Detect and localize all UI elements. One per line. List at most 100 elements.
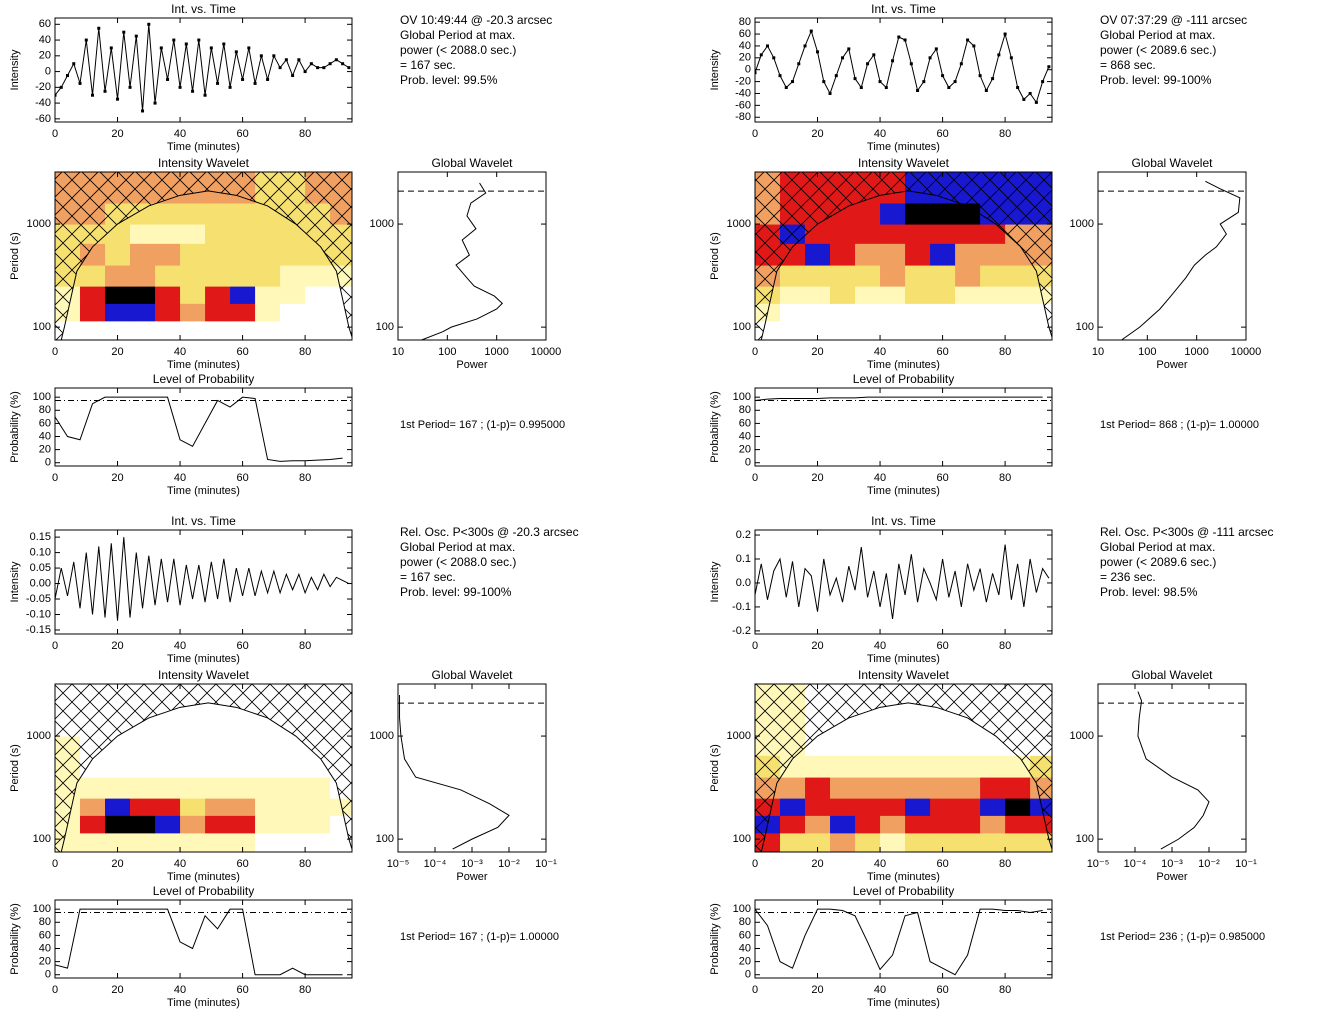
heat-cell xyxy=(205,224,231,244)
heat-cell xyxy=(130,755,156,778)
heat-cell xyxy=(230,265,256,287)
heat-cell xyxy=(130,243,156,266)
coi-line xyxy=(760,702,1052,852)
y-tick-label: -60 xyxy=(735,99,751,111)
heat-cell xyxy=(980,265,1006,287)
heat-cell xyxy=(180,203,206,225)
data-point xyxy=(128,85,132,89)
plot-frame xyxy=(54,387,353,467)
x-tick-label: 40 xyxy=(174,640,186,652)
data-point xyxy=(978,74,982,78)
x-axis-label: Time (minutes) xyxy=(167,997,240,1009)
heat-cell xyxy=(955,815,981,834)
y-tick-label: -0.15 xyxy=(26,624,51,636)
y-tick-label: 0 xyxy=(45,457,51,469)
y-tick-label: 40 xyxy=(739,942,751,954)
heat-cell xyxy=(930,203,956,225)
y-tick-label: 0 xyxy=(45,969,51,981)
x-tick-label: 60 xyxy=(236,128,248,140)
data-point xyxy=(853,77,857,81)
heat-cell xyxy=(305,777,331,799)
heat-cell xyxy=(255,303,281,322)
heat-cell xyxy=(280,224,306,244)
data-point xyxy=(966,38,970,42)
heat-cell xyxy=(830,243,856,266)
y-tick-label: 0 xyxy=(745,969,751,981)
heat-cell xyxy=(230,815,256,834)
x-tick-label: 80 xyxy=(999,640,1011,652)
heat-cell xyxy=(280,815,306,834)
plot-area xyxy=(755,172,1052,340)
data-point xyxy=(1047,65,1051,69)
heat-cell xyxy=(955,224,981,244)
heat-cell xyxy=(105,815,131,834)
x-axis-label: Time (minutes) xyxy=(867,485,940,497)
data-point xyxy=(341,62,345,66)
y-tick-label: 0 xyxy=(745,64,751,76)
y-tick-label: 1000 xyxy=(1070,218,1094,230)
plot-area xyxy=(55,684,352,852)
heat-cell xyxy=(780,303,806,322)
probability-note: 1st Period= 167 ; (1-p)= 0.995000 xyxy=(400,419,565,431)
x-axis-label: Time (minutes) xyxy=(167,653,240,665)
coi-hatch xyxy=(55,172,352,340)
x-tick-label: 0 xyxy=(752,984,758,996)
x-tick-label: 20 xyxy=(111,346,123,358)
data-point xyxy=(847,47,851,51)
heat-cell xyxy=(880,832,906,852)
heat-cell xyxy=(855,286,881,304)
plot-area xyxy=(755,29,1051,104)
data-point xyxy=(216,81,220,85)
plot-area xyxy=(755,396,1052,401)
x-tick-label: 80 xyxy=(299,984,311,996)
data-point xyxy=(1022,97,1026,101)
x-tick-label: 0 xyxy=(52,472,58,484)
x-axis-label: Time (minutes) xyxy=(867,359,940,371)
plot-area xyxy=(398,182,546,340)
x-tick-label: 20 xyxy=(811,858,823,870)
annotation: OV 07:37:29 @ -111 arcsec xyxy=(1100,13,1247,27)
y-axis-label: Period (s) xyxy=(9,744,21,792)
heat-cell xyxy=(230,243,256,266)
heat-cell xyxy=(230,303,256,322)
y-tick-label: 0.10 xyxy=(30,547,51,559)
heat-cell xyxy=(855,203,881,225)
y-tick-label: 0.2 xyxy=(736,529,751,541)
x-tick-label: 60 xyxy=(936,128,948,140)
annotation: power (< 2088.0 sec.) xyxy=(400,555,516,569)
x-tick-label: 60 xyxy=(936,858,948,870)
heat-cell xyxy=(830,224,856,244)
y-tick-label: 100 xyxy=(1076,833,1094,845)
data-point xyxy=(984,89,988,93)
data-point xyxy=(941,74,945,78)
y-tick-label: 60 xyxy=(739,28,751,40)
x-axis-label: Time (minutes) xyxy=(167,485,240,497)
heat-cell xyxy=(105,243,131,266)
annotation: power (< 2089.6 sec.) xyxy=(1100,555,1216,569)
x-tick-label: 10⁻⁵ xyxy=(1087,858,1110,870)
heat-cell xyxy=(305,303,331,322)
heat-cell xyxy=(930,736,956,756)
annotation: Rel. Osc. P<300s @ -111 arcsec xyxy=(1100,525,1273,539)
y-axis-label: Probability (%) xyxy=(709,391,721,463)
heat-cell xyxy=(305,798,331,816)
x-tick-label: 10⁻⁴ xyxy=(1124,858,1147,870)
heat-cell xyxy=(180,715,206,737)
y-axis-label: Intensity xyxy=(9,561,21,602)
data-point xyxy=(791,80,795,84)
chart-title: Global Wavelet xyxy=(1132,156,1214,170)
annotation: = 236 sec. xyxy=(1100,570,1156,584)
probability-note: 1st Period= 868 ; (1-p)= 1.00000 xyxy=(1100,419,1259,431)
global-power-line xyxy=(399,695,510,850)
data-point xyxy=(347,66,351,70)
y-tick-label: 20 xyxy=(39,50,51,62)
data-point xyxy=(309,62,313,66)
heat-cell xyxy=(780,832,806,852)
x-tick-label: 20 xyxy=(111,128,123,140)
data-point xyxy=(284,58,288,62)
x-tick-label: 80 xyxy=(999,128,1011,140)
heat-cell xyxy=(805,798,831,816)
heat-cell xyxy=(230,320,256,340)
chart-title: Level of Probability xyxy=(153,372,254,386)
data-point xyxy=(191,89,195,93)
